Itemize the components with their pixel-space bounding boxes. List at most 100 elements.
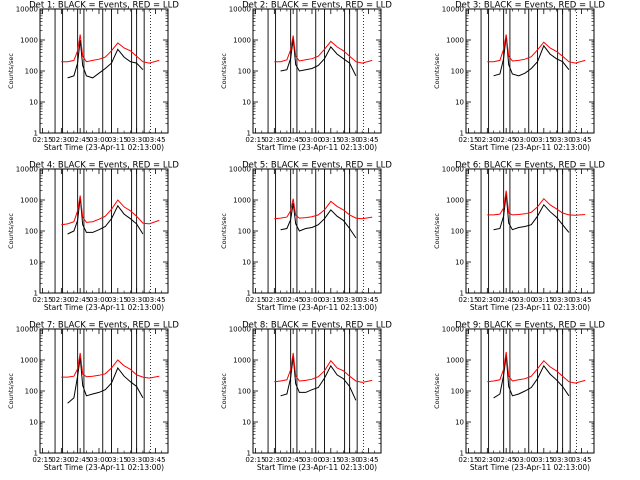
x-tick-label: 02:15 bbox=[458, 136, 478, 144]
x-tick-label: 02:45 bbox=[283, 136, 303, 144]
panel-1: Det 1: BLACK = Events, RED = LLD 1 10 100 10… bbox=[7, 1, 179, 153]
x-tick-label: 02:30 bbox=[51, 456, 71, 464]
events-series-line bbox=[67, 197, 144, 235]
panel-4: Det 4: BLACK = Events, RED = LLD 1 10 100 10… bbox=[7, 161, 179, 313]
x-tick-label: 03:30 bbox=[340, 456, 360, 464]
x-tick-label: 03:15 bbox=[108, 136, 128, 144]
y-tick-label: 10 bbox=[29, 259, 38, 267]
x-tick-label: 02:15 bbox=[32, 456, 52, 464]
x-tick-label: 03:15 bbox=[321, 456, 341, 464]
y-tick-label: 1000 bbox=[233, 357, 251, 365]
x-tick-label: 02:30 bbox=[51, 136, 71, 144]
y-tick-label: 10 bbox=[29, 99, 38, 107]
lld-series-line bbox=[61, 195, 160, 226]
y-tick-label: 10 bbox=[455, 259, 464, 267]
x-tick-label: 02:30 bbox=[264, 136, 284, 144]
y-tick-label: 1000 bbox=[20, 357, 38, 365]
x-tick-label: 03:45 bbox=[358, 456, 378, 464]
x-axis-label: Start Time (23-Apr-11 02:13:00) bbox=[257, 463, 377, 472]
y-tick-label: 10 bbox=[29, 419, 38, 427]
y-axis-label: Counts/sec bbox=[7, 213, 15, 249]
x-tick-label: 03:45 bbox=[145, 296, 165, 304]
x-tick-label: 03:00 bbox=[515, 296, 535, 304]
x-tick-label: 03:00 bbox=[515, 456, 535, 464]
x-tick-label: 03:30 bbox=[127, 456, 147, 464]
y-tick-label: 100 bbox=[451, 228, 464, 236]
y-tick-label: 10000 bbox=[442, 326, 464, 334]
events-series-line bbox=[67, 357, 144, 404]
panel-title: Det 2: BLACK = Events, RED = LLD bbox=[242, 1, 392, 11]
events-series-line bbox=[493, 193, 570, 233]
panel-7: Det 7: BLACK = Events, RED = LLD 1 10 100 10… bbox=[7, 321, 179, 473]
panel-title: Det 1: BLACK = Events, RED = LLD bbox=[29, 1, 179, 11]
x-tick-label: 02:30 bbox=[477, 136, 497, 144]
panel-5: Det 5: BLACK = Events, RED = LLD 1 10 100 10… bbox=[220, 161, 392, 313]
events-series-line bbox=[493, 355, 570, 399]
events-series-line bbox=[280, 356, 357, 401]
plot-frame bbox=[465, 328, 595, 454]
y-tick-label: 100 bbox=[451, 388, 464, 396]
lld-series-line bbox=[487, 190, 586, 216]
panel-title: Det 6: BLACK = Events, RED = LLD bbox=[455, 161, 605, 171]
x-tick-label: 02:15 bbox=[32, 136, 52, 144]
lld-series-line bbox=[487, 34, 586, 64]
y-axis-label: Counts/sec bbox=[433, 53, 441, 89]
x-axis-label: Start Time (23-Apr-11 02:13:00) bbox=[44, 143, 164, 152]
x-tick-label: 03:15 bbox=[534, 136, 554, 144]
x-tick-label: 02:15 bbox=[32, 296, 52, 304]
y-tick-label: 1 bbox=[460, 450, 464, 458]
x-tick-label: 02:45 bbox=[70, 456, 90, 464]
x-axis-label: Start Time (23-Apr-11 02:13:00) bbox=[257, 303, 377, 312]
panel-title: Det 3: BLACK = Events, RED = LLD bbox=[455, 1, 605, 11]
events-series-line bbox=[280, 202, 357, 239]
y-axis-label: Counts/sec bbox=[7, 373, 15, 409]
panel-title: Det 5: BLACK = Events, RED = LLD bbox=[242, 161, 392, 171]
y-axis-label: Counts/sec bbox=[433, 373, 441, 409]
y-tick-label: 10 bbox=[455, 419, 464, 427]
x-tick-label: 03:45 bbox=[145, 136, 165, 144]
x-tick-label: 02:45 bbox=[496, 296, 516, 304]
y-axis-label: Counts/sec bbox=[220, 373, 228, 409]
y-tick-label: 1000 bbox=[446, 357, 464, 365]
x-tick-label: 02:30 bbox=[264, 296, 284, 304]
x-tick-label: 03:30 bbox=[553, 456, 573, 464]
plot-frame bbox=[39, 168, 169, 294]
x-tick-label: 03:45 bbox=[571, 136, 591, 144]
x-axis-label: Start Time (23-Apr-11 02:13:00) bbox=[44, 463, 164, 472]
y-axis-label: Counts/sec bbox=[220, 53, 228, 89]
x-axis-label: Start Time (23-Apr-11 02:13:00) bbox=[470, 303, 590, 312]
x-tick-label: 02:45 bbox=[496, 456, 516, 464]
x-tick-label: 02:15 bbox=[245, 136, 265, 144]
x-tick-label: 03:15 bbox=[321, 136, 341, 144]
x-tick-label: 03:15 bbox=[108, 456, 128, 464]
lld-series-line bbox=[274, 35, 373, 64]
y-tick-label: 10 bbox=[242, 419, 251, 427]
panel-title: Det 4: BLACK = Events, RED = LLD bbox=[29, 161, 179, 171]
y-tick-label: 1 bbox=[247, 290, 251, 298]
y-tick-label: 10000 bbox=[16, 326, 38, 334]
y-tick-label: 1 bbox=[34, 450, 38, 458]
plot-frame bbox=[465, 8, 595, 134]
y-tick-label: 10 bbox=[242, 259, 251, 267]
lld-series-line bbox=[61, 34, 160, 64]
y-tick-label: 1 bbox=[247, 450, 251, 458]
y-tick-label: 1 bbox=[460, 290, 464, 298]
x-tick-label: 03:45 bbox=[358, 136, 378, 144]
y-tick-label: 100 bbox=[25, 228, 38, 236]
x-axis-label: Start Time (23-Apr-11 02:13:00) bbox=[470, 463, 590, 472]
x-tick-label: 03:15 bbox=[108, 296, 128, 304]
panel-title: Det 9: BLACK = Events, RED = LLD bbox=[455, 321, 605, 331]
y-tick-label: 10000 bbox=[442, 6, 464, 14]
panel-6: Det 6: BLACK = Events, RED = LLD 1 10 100 10… bbox=[433, 161, 605, 313]
y-tick-label: 100 bbox=[238, 68, 251, 76]
lld-series-line bbox=[61, 352, 160, 379]
x-tick-label: 03:30 bbox=[553, 296, 573, 304]
plot-frame bbox=[252, 8, 382, 134]
y-tick-label: 1 bbox=[247, 130, 251, 138]
x-tick-label: 02:30 bbox=[477, 296, 497, 304]
y-tick-label: 100 bbox=[238, 388, 251, 396]
y-axis-label: Counts/sec bbox=[433, 213, 441, 249]
x-tick-label: 03:00 bbox=[89, 136, 109, 144]
plot-frame bbox=[39, 8, 169, 134]
